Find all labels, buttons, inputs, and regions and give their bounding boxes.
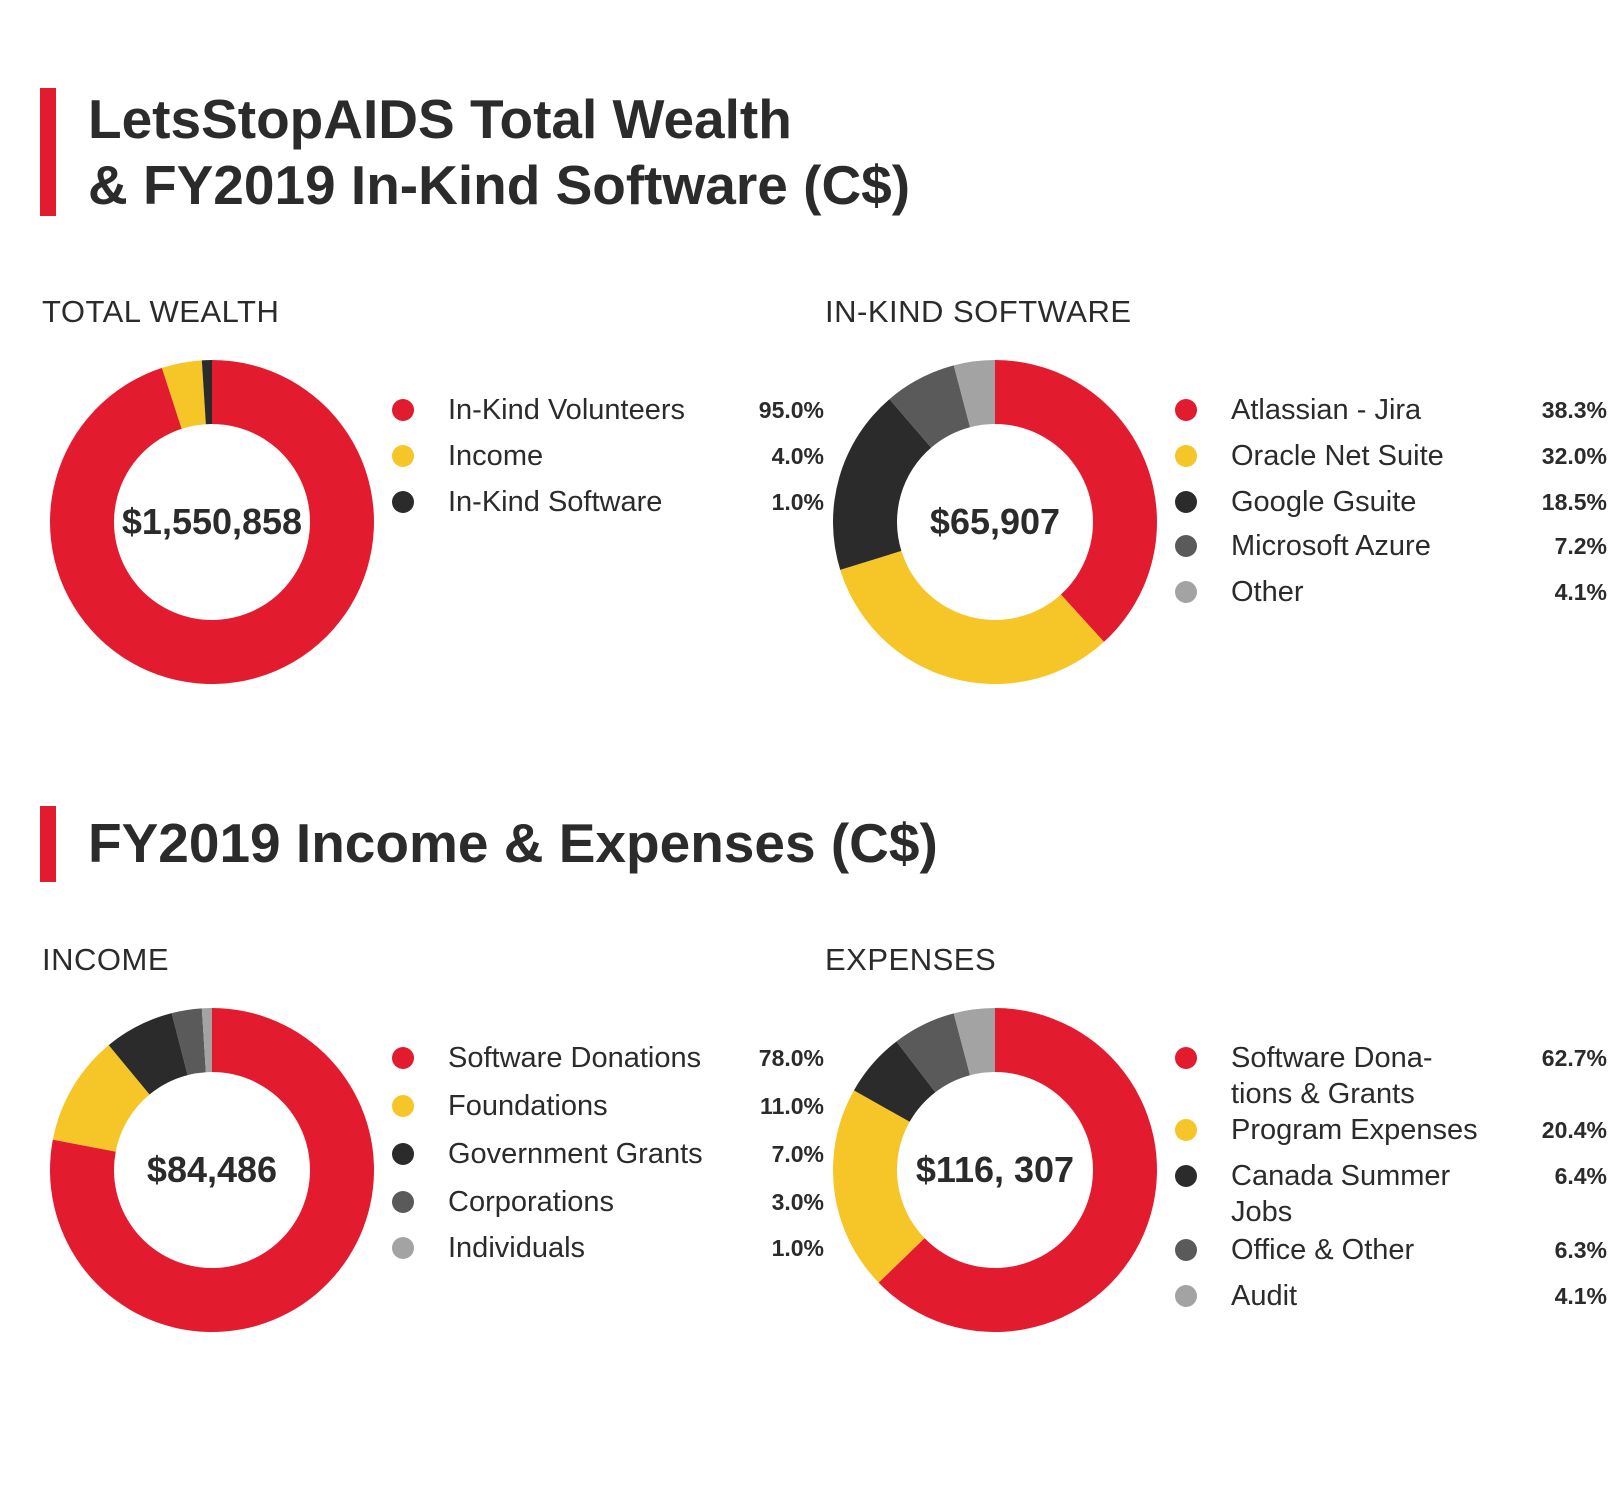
legend-value: 4.1% [1554,579,1607,605]
slice-microsoft-azure [889,365,971,448]
legend-dot [392,1095,414,1117]
chart-panel-total-wealth: TOTAL WEALTH $1,550,858 In-Kind Volunteers… [42,292,824,712]
slice-atlassian-jira [995,360,1157,642]
legend-dot [1175,1285,1197,1307]
slice-audit [953,1008,995,1076]
slice-software-donations [49,1008,375,1332]
legend-label: Income [448,440,544,472]
page-title: LetsStopAIDS Total Wealth & FY2019 In-Ki… [88,86,910,218]
center-total: $65,907 [929,501,1061,542]
chart-title: IN-KIND SOFTWARE [825,294,1132,329]
legend-dot [392,1237,414,1259]
legend-value: 1.0% [771,1235,824,1261]
slice-in-kind-software [201,360,212,425]
slice-google-gsuite [833,399,932,570]
donut-chart [49,360,374,684]
legend-label: Program Expenses [1231,1114,1478,1146]
legend-label: In-Kind Software [448,486,663,518]
legend-label: Microsoft Azure [1231,530,1431,562]
accent-bar [40,806,56,882]
legend-value: 4.0% [771,443,824,469]
legend-label: In-Kind Volunteers [448,394,685,426]
slice-individuals [201,1008,212,1073]
legend-label: Individuals [448,1232,586,1264]
legend-label: Foundations [448,1090,608,1122]
legend-value: 20.4% [1541,1117,1607,1143]
slice-software-dona-tions-grants [878,1008,1157,1332]
donut-chart [833,1008,1157,1332]
donut-chart [49,1008,375,1332]
legend-label: Atlassian - Jira [1231,394,1422,426]
title-line-2: & FY2019 In-Kind Software (C$) [88,154,911,216]
legend-label: Government Grants [448,1138,703,1170]
chart-panel-income: INCOME $84,486 Software Donations 78.0% Foun… [42,940,824,1360]
legend-dot [1175,1119,1197,1141]
slice-oracle-net-suite [840,550,1104,684]
legend-label: Google Gsuite [1231,486,1417,518]
chart-panel-in-kind-software: IN-KIND SOFTWARE $65,907 Atlassian - Jira 3… [825,292,1607,712]
legend-value: 3.0% [771,1189,824,1215]
legend-dot [1175,1239,1197,1261]
legend-value: 7.2% [1554,533,1607,559]
legend-value: 62.7% [1541,1045,1607,1071]
donut-chart [833,360,1157,684]
legend-dot [1175,1165,1197,1187]
legend-dot [1175,1047,1197,1069]
legend-dot [392,1047,414,1069]
chart-title: EXPENSES [825,942,997,977]
legend-value: 95.0% [758,397,824,423]
legend-label: Canada Summer Jobs [1231,1160,1451,1228]
legend-label: Corporations [448,1186,615,1218]
legend-label: Other [1231,576,1304,608]
legend-dot [392,399,414,421]
title-line-1: LetsStopAIDS Total Wealth [88,88,792,150]
slice-income [161,360,206,429]
slice-office-other [896,1013,971,1093]
legend-value: 7.0% [771,1141,824,1167]
chart-panel-expenses: EXPENSES $116, 307 Software Dona- tions & … [825,940,1607,1360]
legend-value: 38.3% [1541,397,1607,423]
legend-value: 1.0% [771,489,824,515]
legend-dot [392,1191,414,1213]
legend-label: Software Dona- tions & Grants [1231,1042,1433,1110]
legend-dot [1175,535,1197,557]
legend-label: Software Donations [448,1042,702,1074]
slice-in-kind-volunteers [49,360,374,684]
legend-value: 6.4% [1554,1163,1607,1189]
legend-dot [1175,581,1197,603]
legend-dot [392,1143,414,1165]
legend-dot [392,445,414,467]
center-total: $1,550,858 [121,501,303,542]
legend-value: 32.0% [1541,443,1607,469]
chart-title: TOTAL WEALTH [42,294,280,329]
legend-dot [392,491,414,513]
slice-program-expenses [833,1090,925,1283]
chart-title: INCOME [42,942,169,977]
legend-value: 11.0% [760,1093,824,1119]
legend-dot [1175,399,1197,421]
legend-label: Audit [1231,1280,1298,1312]
slice-other [953,360,995,428]
accent-bar [40,88,56,216]
legend-value: 6.3% [1554,1237,1607,1263]
slice-canada-summer-jobs [853,1041,936,1122]
legend-value: 78.0% [758,1045,824,1071]
legend-dot [1175,445,1197,467]
legend-label: Oracle Net Suite [1231,440,1444,472]
section-title: FY2019 Income & Expenses (C$) [88,812,938,874]
legend-label: Office & Other [1231,1234,1415,1266]
center-total: $84,486 [146,1149,278,1190]
slice-government-grants [108,1013,188,1095]
legend-value: 4.1% [1554,1283,1607,1309]
slice-foundations [52,1045,150,1152]
legend-dot [1175,491,1197,513]
center-total: $116, 307 [915,1149,1075,1190]
slice-corporations [171,1008,206,1076]
legend-value: 18.5% [1541,489,1607,515]
